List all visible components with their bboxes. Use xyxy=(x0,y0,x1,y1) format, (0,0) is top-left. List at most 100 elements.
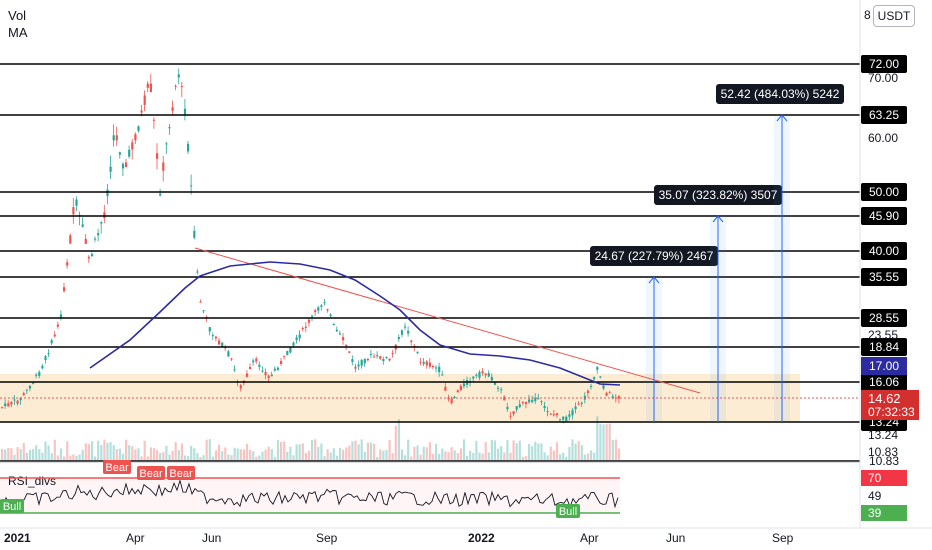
bull-divergence-label: Bull xyxy=(559,506,577,518)
candle-body xyxy=(171,107,174,111)
candle-body xyxy=(32,382,35,384)
volume-bar xyxy=(413,446,416,460)
candle-body xyxy=(590,385,593,387)
candle-body xyxy=(22,393,25,396)
candle-body xyxy=(289,346,292,353)
volume-bar xyxy=(608,423,611,460)
volume-bar xyxy=(543,452,546,460)
candle-body xyxy=(267,375,270,379)
volume-bar xyxy=(450,447,453,460)
volume-bar xyxy=(146,456,149,460)
volume-bar xyxy=(537,443,540,460)
candle-body xyxy=(335,329,338,332)
candle-body xyxy=(360,359,363,366)
candle-body xyxy=(109,166,112,172)
ma-indicator-label[interactable]: MA xyxy=(8,25,28,40)
volume-bar xyxy=(478,452,481,460)
candle-body xyxy=(481,371,484,374)
volume-bar xyxy=(137,448,140,460)
volume-bar xyxy=(335,455,338,460)
candle-body xyxy=(56,324,59,327)
volume-bar xyxy=(121,453,125,460)
level-label: 45.90 xyxy=(869,209,899,223)
volume-bar xyxy=(416,445,419,460)
price-tick-label: 23.55 xyxy=(868,328,898,342)
vol-indicator-label[interactable]: Vol xyxy=(8,8,27,23)
candle-body xyxy=(611,396,614,399)
volume-bar xyxy=(221,451,224,460)
candle-body xyxy=(38,372,41,376)
candle-body xyxy=(450,398,453,404)
candle-body xyxy=(459,385,462,391)
candle-body xyxy=(249,366,252,370)
volume-bar xyxy=(168,454,171,460)
volume-bar xyxy=(475,440,478,460)
candle-body xyxy=(214,336,218,339)
volume-bar xyxy=(338,447,342,460)
volume-bar xyxy=(267,446,270,460)
target-label-box xyxy=(716,84,844,104)
volume-bar xyxy=(78,454,81,460)
candle-body xyxy=(50,340,53,344)
candle-body xyxy=(385,357,388,359)
volume-bar xyxy=(342,449,345,460)
volume-bar xyxy=(180,443,183,460)
candle-body xyxy=(152,119,156,121)
candle-body xyxy=(543,405,546,409)
volume-bar xyxy=(94,456,97,460)
volume-bar xyxy=(276,439,280,460)
volume-bar xyxy=(109,442,112,460)
candle-body xyxy=(512,411,515,415)
volume-bars xyxy=(1,416,621,460)
candle-body xyxy=(304,326,307,328)
candle-body xyxy=(462,383,466,387)
level-label: 40.00 xyxy=(869,244,899,258)
candle-body xyxy=(351,359,354,362)
volume-bar xyxy=(462,439,466,460)
volume-bar xyxy=(466,455,469,460)
volume-bar xyxy=(187,456,190,460)
volume-bar xyxy=(304,452,307,460)
candle-body xyxy=(422,361,425,364)
candle-body xyxy=(326,309,329,311)
trend-line[interactable] xyxy=(194,247,701,394)
volume-bar xyxy=(53,439,56,460)
volume-bar xyxy=(373,443,376,460)
candle-body xyxy=(112,135,115,141)
candle-body xyxy=(258,364,261,367)
candle-body xyxy=(404,326,407,328)
bear-divergence-box xyxy=(137,466,165,480)
candle-body xyxy=(500,389,503,391)
candle-body xyxy=(549,413,552,415)
volume-bar xyxy=(481,453,484,460)
candle-body xyxy=(193,230,196,238)
bear-divergence-label: Bear xyxy=(139,468,163,480)
volume-bar xyxy=(484,442,487,460)
volume-bar xyxy=(50,453,53,460)
candle-body xyxy=(428,362,431,367)
candle-body xyxy=(25,389,28,391)
volume-bar xyxy=(100,445,103,460)
volume-bar xyxy=(97,440,100,460)
currency-selector[interactable]: USDT xyxy=(873,5,915,27)
time-tick-label: Jun xyxy=(666,531,685,545)
candle-body xyxy=(329,314,332,317)
volume-bar xyxy=(447,451,450,460)
volume-bar xyxy=(348,445,351,460)
candle-body xyxy=(379,356,382,359)
level-label: 18.84 xyxy=(869,340,899,354)
volume-bar xyxy=(307,450,311,460)
candle-body xyxy=(140,110,143,113)
volume-bar xyxy=(13,454,16,460)
volume-bar xyxy=(599,423,602,460)
candle-body xyxy=(10,401,13,405)
volume-bar xyxy=(404,455,407,460)
level-label: 72.00 xyxy=(869,57,899,71)
price-axis-top-tick: 8 xyxy=(864,8,871,22)
level-label: 16.06 xyxy=(869,375,899,389)
volume-bar xyxy=(354,440,357,460)
candle-body xyxy=(348,351,351,353)
candle-body xyxy=(552,414,555,416)
